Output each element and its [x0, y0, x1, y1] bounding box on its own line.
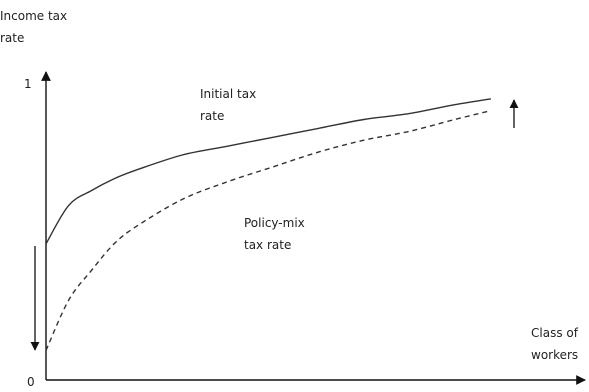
series-initial-tax-rate-line	[45, 98, 492, 245]
x-axis-label: Class of workers	[531, 326, 579, 362]
series-label-policy-mix-tax-rate: Policy-mix tax rate	[244, 216, 305, 252]
y-tick-1: 1	[24, 77, 32, 91]
y-axis-label: Income tax rate	[0, 9, 68, 45]
y-tick-0: 0	[27, 375, 35, 389]
series-label-initial-tax-rate: Initial tax rate	[200, 87, 257, 123]
series-policy-mix-tax-rate-line	[45, 109, 492, 351]
